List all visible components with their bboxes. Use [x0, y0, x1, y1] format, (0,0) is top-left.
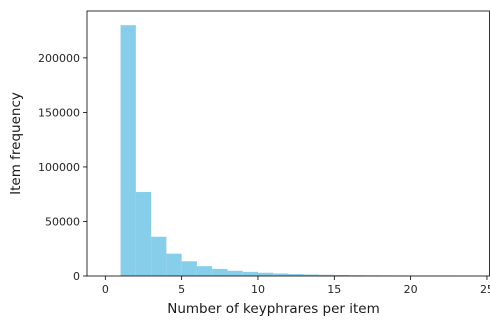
histogram-bar-9: [257, 272, 274, 276]
histogram-bar-10: [273, 273, 289, 276]
histogram-bar-12: [303, 274, 320, 276]
x-axis-label: Number of keyphrares per item: [167, 301, 380, 317]
histogram-bar-2: [151, 236, 167, 276]
x-tick-label: 5: [178, 283, 185, 296]
y-axis-ticks: 0 50000 100000 150000 200000: [38, 52, 87, 283]
histogram-bars: [120, 25, 472, 276]
histogram-bar-7: [227, 270, 243, 276]
histogram-bar-14: [334, 275, 350, 276]
histogram-bar-1: [135, 192, 152, 276]
y-tick-label: 150000: [38, 106, 80, 119]
x-axis-ticks: 0 5 10 15 20 25: [102, 276, 490, 296]
x-tick-label: 20: [404, 283, 418, 296]
y-axis-label: Item frequency: [8, 92, 24, 195]
y-tick-label: 0: [73, 270, 80, 283]
histogram-bar-6: [212, 268, 228, 276]
y-tick-label: 50000: [45, 215, 80, 228]
histogram-bar-4: [181, 261, 197, 276]
y-tick-label: 100000: [38, 161, 80, 174]
x-tick-label: 15: [327, 283, 341, 296]
histogram-bar-8: [242, 271, 258, 276]
histogram-bar-13: [319, 274, 335, 276]
histogram-bar-3: [166, 253, 182, 276]
y-tick-label: 200000: [38, 52, 80, 65]
x-tick-label: 10: [251, 283, 265, 296]
histogram-bar-5: [196, 266, 213, 276]
histogram-bar-11: [288, 274, 304, 276]
histogram-bar-0: [120, 25, 136, 276]
x-tick-label: 25: [480, 283, 490, 296]
x-tick-label: 0: [102, 283, 109, 296]
